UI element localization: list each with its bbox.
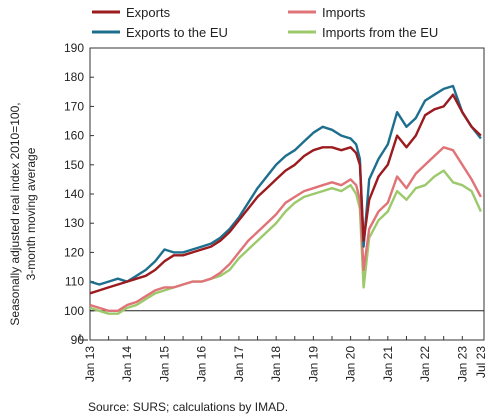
legend-item-exports: Exports — [92, 5, 171, 20]
legend-label-imports: Imports — [322, 5, 366, 20]
x-tick-label: Jan 23 — [455, 346, 469, 382]
x-tick-label: Jan 21 — [381, 346, 395, 382]
y-axis: 90 100 110 120 130 140 150 160 170 180 190 — [64, 41, 463, 347]
x-tick-label: Jan 20 — [344, 346, 358, 382]
legend-label-imports-from-eu: Imports from the EU — [322, 25, 438, 40]
axis-break-mark — [79, 334, 88, 341]
y-tick-label: 140 — [64, 187, 84, 201]
y-axis-title-line-2: 3-month moving average — [24, 147, 38, 280]
y-tick-label: 130 — [64, 216, 84, 230]
series-line-exports — [89, 93, 482, 295]
x-axis: Jan 13 Jan 14 Jan 15 Jan 16 Jan 17 Jan 18 Jan … — [83, 346, 488, 382]
y-tick-label: 160 — [64, 129, 84, 143]
y-axis-title-line-1: Seasonally adjusted real index 2010=100, — [8, 102, 22, 325]
x-tick-label: Jan 13 — [83, 346, 97, 382]
series-line-imports — [89, 146, 482, 312]
legend: Exports Imports Exports to the EU Import… — [92, 5, 438, 40]
series-lines — [89, 84, 482, 315]
legend-item-imports-from-eu: Imports from the EU — [288, 25, 438, 40]
x-tick-label: Jan 14 — [120, 346, 134, 382]
x-tick-label: Jul 23 — [474, 346, 488, 378]
legend-item-exports-to-eu: Exports to the EU — [92, 25, 228, 40]
x-tick-label: Jan 22 — [418, 346, 432, 382]
y-tick-label: 190 — [64, 41, 84, 55]
y-tick-label: 100 — [64, 304, 84, 318]
y-tick-label: 180 — [64, 70, 84, 84]
legend-label-exports-to-eu: Exports to the EU — [126, 25, 228, 40]
x-tick-label: Jan 16 — [195, 346, 209, 382]
x-tick-label: Jan 18 — [269, 346, 283, 382]
series-line-imports-from-eu — [89, 169, 482, 315]
source-note: Source: SURS; calculations by IMAD. — [88, 400, 288, 414]
y-tick-label: 150 — [64, 158, 84, 172]
y-tick-label: 120 — [64, 245, 84, 259]
x-tick-label: Jan 17 — [232, 346, 246, 382]
series-line-exports-to-eu — [89, 84, 482, 286]
y-tick-label: 90 — [71, 333, 85, 347]
y-tick-label: 170 — [64, 99, 84, 113]
y-tick-label: 110 — [65, 275, 84, 289]
x-tick-label: Jan 15 — [157, 346, 171, 382]
x-tick-label: Jan 19 — [306, 346, 320, 382]
legend-label-exports: Exports — [126, 5, 171, 20]
legend-item-imports: Imports — [288, 5, 366, 20]
